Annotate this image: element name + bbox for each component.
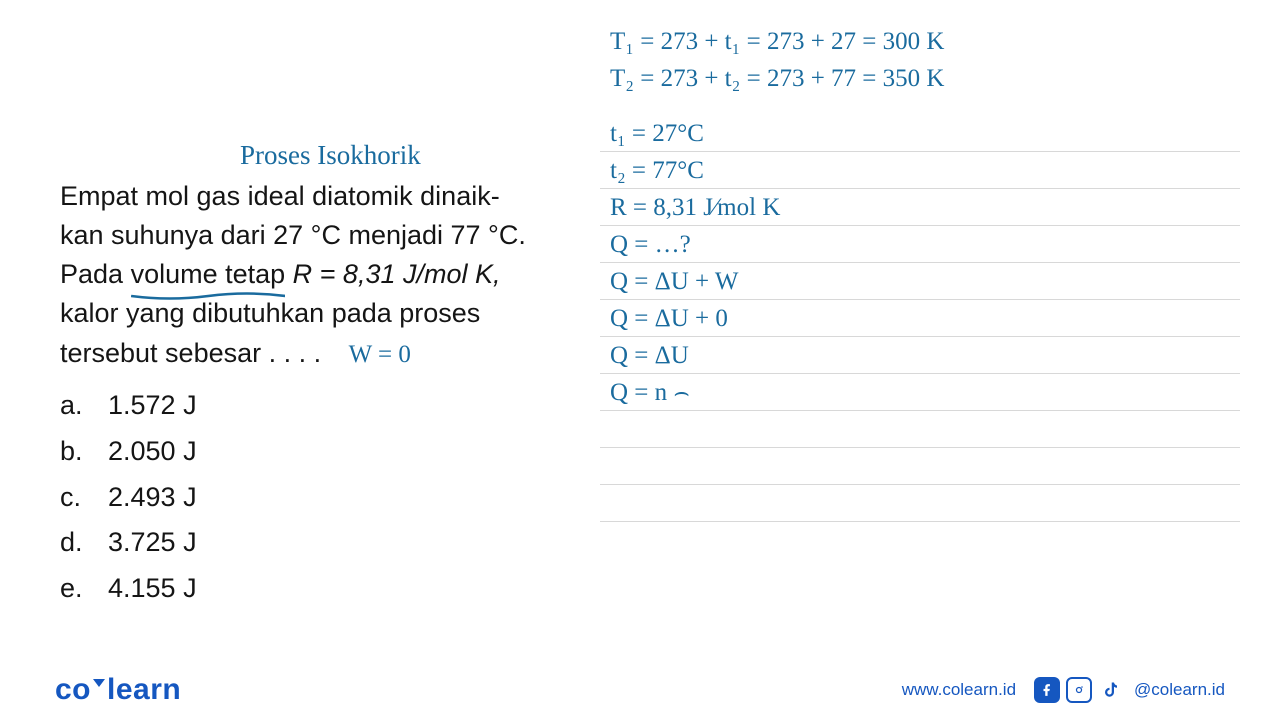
- answer-options: a.1.572 J b.2.050 J c.2.493 J d.3.725 J …: [60, 383, 580, 612]
- hw-eq1: Q = ΔU + W: [610, 268, 1220, 305]
- hw-R: R = 8,31 J⁄mol K: [610, 194, 1220, 231]
- option-a: a.1.572 J: [60, 383, 580, 429]
- option-c: c.2.493 J: [60, 475, 580, 521]
- instagram-icon: [1066, 677, 1092, 703]
- footer-right: www.colearn.id @colearn.id: [902, 677, 1225, 703]
- hw-t1: T₁ = 273 + t₁ = 273 + 27 = 300 K: [610, 28, 1220, 65]
- logo: colearn: [55, 673, 181, 707]
- hw-eq3: Q = ΔU: [610, 342, 1220, 379]
- left-column: Proses Isokhorik Empat mol gas ideal dia…: [0, 0, 600, 660]
- underline-volume: volume tetap: [131, 255, 286, 294]
- handwritten-title: Proses Isokhorik: [240, 140, 580, 171]
- problem-line-1: Empat mol gas ideal diatomik dinaik-: [60, 177, 580, 216]
- option-e: e.4.155 J: [60, 566, 580, 612]
- social-icons: @colearn.id: [1034, 677, 1225, 703]
- problem-line-3: Pada volume tetap R = 8,31 J/mol K,: [60, 255, 580, 294]
- option-d: d.3.725 J: [60, 520, 580, 566]
- footer-handle: @colearn.id: [1134, 680, 1225, 700]
- handwritten-work: T₁ = 273 + t₁ = 273 + 27 = 300 K T₂ = 27…: [610, 28, 1220, 416]
- right-column: T₁ = 273 + t₁ = 273 + 27 = 300 K T₂ = 27…: [600, 0, 1280, 660]
- hw-t2: T₂ = 273 + t₂ = 273 + 77 = 350 K: [610, 65, 1220, 102]
- footer-url: www.colearn.id: [902, 680, 1016, 700]
- hw-t1c: t₁ = 27°C: [610, 120, 1220, 157]
- handwritten-w0: W = 0: [349, 341, 411, 368]
- footer: colearn www.colearn.id @colearn.id: [0, 660, 1280, 720]
- facebook-icon: [1034, 677, 1060, 703]
- problem-line-2: kan suhunya dari 27 °C menjadi 77 °C.: [60, 216, 580, 255]
- problem-line-5: tersebut sebesar . . . . W = 0: [60, 334, 580, 373]
- hw-eq2: Q = ΔU + 0: [610, 305, 1220, 342]
- option-b: b.2.050 J: [60, 429, 580, 475]
- hw-Qask: Q = …?: [610, 231, 1220, 268]
- logo-arrow-icon: [93, 679, 105, 695]
- tiktok-icon: [1098, 677, 1124, 703]
- problem-text: Empat mol gas ideal diatomik dinaik- kan…: [60, 177, 580, 373]
- hw-t2c: t₂ = 77°C: [610, 157, 1220, 194]
- hw-eq4: Q = n ⌢: [610, 379, 1220, 416]
